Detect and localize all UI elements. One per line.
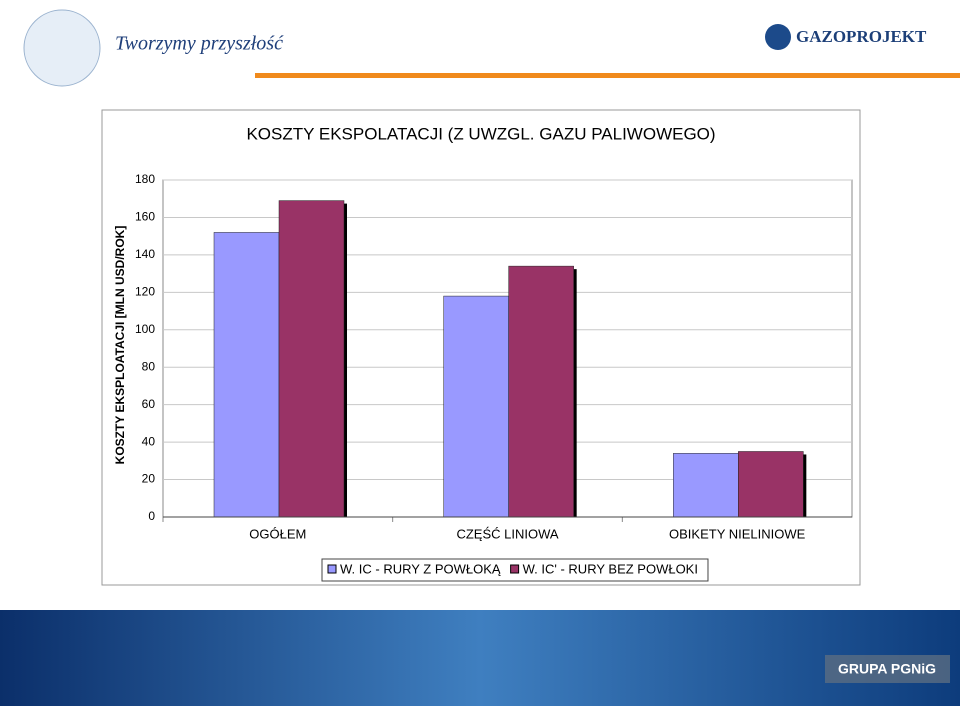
legend-swatch: [510, 564, 520, 574]
y-axis-label: KOSZTY EKSPLOATACJI [MLN USD/ROK]: [113, 226, 127, 465]
y-tick-label: 80: [142, 359, 156, 373]
x-tick-label: CZĘŚĆ LINIOWA: [456, 526, 558, 541]
y-tick-label: 140: [135, 247, 155, 261]
y-tick-label: 40: [142, 434, 156, 448]
y-tick-label: 180: [135, 172, 155, 186]
bar: [213, 232, 280, 518]
y-tick-label: 20: [142, 472, 156, 486]
bar: [673, 453, 739, 518]
legend-swatch: [327, 564, 337, 574]
y-tick-label: 160: [135, 210, 155, 224]
x-tick-label: OBIKETY NIELINIOWE: [669, 526, 806, 541]
bar: [738, 451, 804, 518]
y-tick-label: 60: [142, 397, 156, 411]
legend-label: W. IC - RURY Z POWŁOKĄ: [340, 561, 501, 576]
bar: [443, 295, 509, 518]
y-tick-label: 120: [135, 285, 155, 299]
y-tick-label: 100: [135, 322, 155, 336]
brand: GAZOPROJEKT: [796, 27, 927, 46]
brand-logo: [765, 24, 791, 50]
bar: [508, 265, 574, 518]
footer-band: [0, 610, 960, 706]
group-logo: GRUPA PGNiG: [838, 661, 936, 677]
bar: [278, 200, 345, 518]
footer-logo-bg: [825, 655, 950, 683]
x-tick-label: OGÓŁEM: [249, 526, 306, 541]
orange-rule: [255, 73, 960, 78]
legend-label: W. IC' - RURY BEZ POWŁOKI: [523, 561, 698, 576]
globe-logo: [23, 9, 101, 87]
y-tick-label: 0: [148, 509, 155, 523]
chart-title: KOSZTY EKSPOLATACJI (Z UWZGL. GAZU PALIW…: [246, 124, 715, 143]
slogan: Tworzymy przyszłość: [115, 33, 284, 55]
